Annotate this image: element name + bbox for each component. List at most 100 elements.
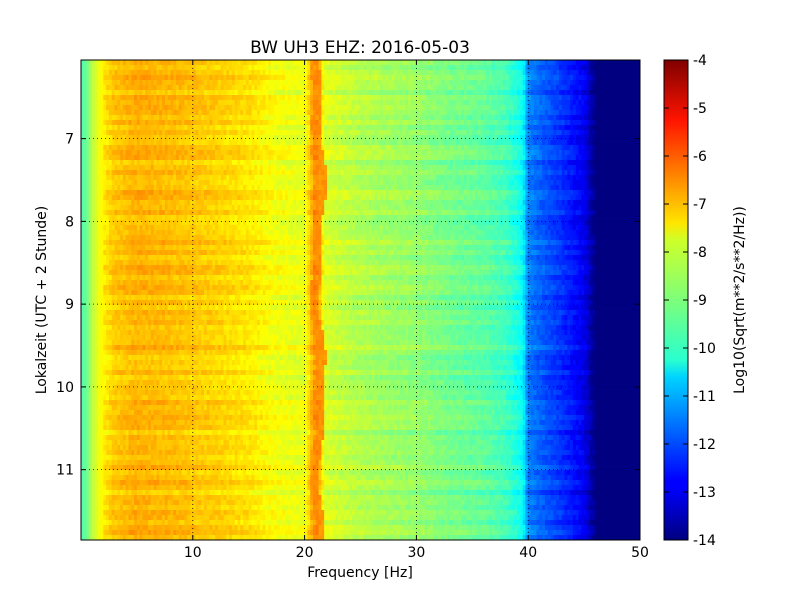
heatmap-cell <box>609 75 613 81</box>
heatmap-cell <box>480 95 484 101</box>
heatmap-cell <box>572 105 577 111</box>
heatmap-cell <box>388 105 392 111</box>
heatmap-cell <box>343 105 348 111</box>
heatmap-cell <box>469 105 473 111</box>
heatmap-cell <box>307 105 311 111</box>
heatmap-cell <box>469 70 473 76</box>
heatmap-cell <box>385 75 389 81</box>
heatmap-cell <box>455 100 459 106</box>
heatmap-cell <box>614 100 619 106</box>
heatmap-cell <box>472 80 476 86</box>
heatmap-cell <box>544 100 549 106</box>
heatmap-cell <box>343 65 348 71</box>
heatmap-cell <box>603 65 607 71</box>
heatmap-cell <box>346 90 350 96</box>
heatmap-cell <box>575 80 580 86</box>
heatmap-cell <box>86 90 90 96</box>
heatmap-cell <box>176 95 180 101</box>
heatmap-cell <box>363 60 367 66</box>
heatmap-cell <box>528 170 532 176</box>
heatmap-cell <box>581 100 585 106</box>
heatmap-cell <box>517 105 521 111</box>
heatmap-cell <box>86 95 90 101</box>
heatmap-cell <box>170 75 174 81</box>
heatmap-cell <box>150 75 155 81</box>
heatmap-cell <box>620 60 624 66</box>
heatmap-cell <box>374 85 378 91</box>
heatmap-cell <box>606 70 610 76</box>
heatmap-cell <box>366 105 370 111</box>
heatmap-cell <box>237 85 241 91</box>
heatmap-cell <box>310 110 314 116</box>
heatmap-cell <box>368 95 373 101</box>
heatmap-cell <box>248 95 252 101</box>
heatmap-cell <box>500 85 504 91</box>
heatmap-cell <box>447 65 451 71</box>
heatmap-cell <box>156 85 160 91</box>
heatmap-cell <box>271 80 275 86</box>
heatmap-cell <box>153 90 157 96</box>
heatmap-cell <box>352 85 356 91</box>
heatmap-cell <box>114 105 118 111</box>
heatmap-cell <box>441 80 445 86</box>
heatmap-cell <box>628 85 633 91</box>
heatmap-cell <box>547 170 552 176</box>
heatmap-cell <box>315 65 320 71</box>
heatmap-cell <box>201 75 205 81</box>
heatmap-cell <box>430 85 434 91</box>
heatmap-cell <box>497 75 501 81</box>
heatmap-cell <box>343 90 348 96</box>
heatmap-cell <box>304 100 308 106</box>
heatmap-cell <box>240 145 244 151</box>
heatmap-cell <box>550 60 554 66</box>
heatmap-cell <box>626 105 630 111</box>
heatmap-cell <box>620 70 624 76</box>
heatmap-cell <box>550 75 554 81</box>
heatmap-cell <box>131 85 135 91</box>
heatmap-cell <box>114 70 118 76</box>
heatmap-cell <box>620 65 624 71</box>
heatmap-cell <box>223 80 227 86</box>
heatmap-cell <box>139 60 143 66</box>
heatmap-cell <box>539 105 543 111</box>
heatmap-cell <box>388 65 392 71</box>
heatmap-cell <box>505 65 510 71</box>
heatmap-cell <box>472 85 476 91</box>
heatmap-cell <box>136 85 141 91</box>
heatmap-cell <box>469 75 473 81</box>
heatmap-cell <box>354 105 359 111</box>
heatmap-cell <box>181 110 185 116</box>
heatmap-cell <box>519 95 524 101</box>
heatmap-cell <box>570 65 574 71</box>
heatmap-cell <box>234 70 239 76</box>
heatmap-cell <box>159 75 163 81</box>
heatmap-cell <box>240 150 244 156</box>
heatmap-cell <box>419 105 423 111</box>
heatmap-cell <box>614 60 619 66</box>
heatmap-cell <box>203 90 208 96</box>
heatmap-cell <box>343 75 348 81</box>
heatmap-cell <box>586 105 591 111</box>
heatmap-cell <box>399 60 403 66</box>
heatmap-cell <box>103 105 107 111</box>
heatmap-cell <box>626 115 630 121</box>
heatmap-cell <box>150 70 155 76</box>
heatmap-cell <box>145 145 149 151</box>
heatmap-cell <box>606 100 610 106</box>
heatmap-cell <box>388 95 392 101</box>
heatmap-cell <box>195 60 199 66</box>
heatmap-cell <box>517 60 521 66</box>
heatmap-cell <box>441 100 445 106</box>
heatmap-cell <box>203 145 208 151</box>
heatmap-cell <box>377 60 381 66</box>
heatmap-cell <box>463 105 468 111</box>
heatmap-cell <box>125 110 130 116</box>
heatmap-cell <box>547 180 552 186</box>
heatmap-cell <box>170 60 174 66</box>
heatmap-cell <box>419 90 423 96</box>
heatmap-cell <box>589 175 593 181</box>
heatmap-cell <box>491 110 496 116</box>
heatmap-cell <box>402 65 406 71</box>
heatmap-cell <box>206 100 211 106</box>
heatmap-cell <box>162 100 166 106</box>
